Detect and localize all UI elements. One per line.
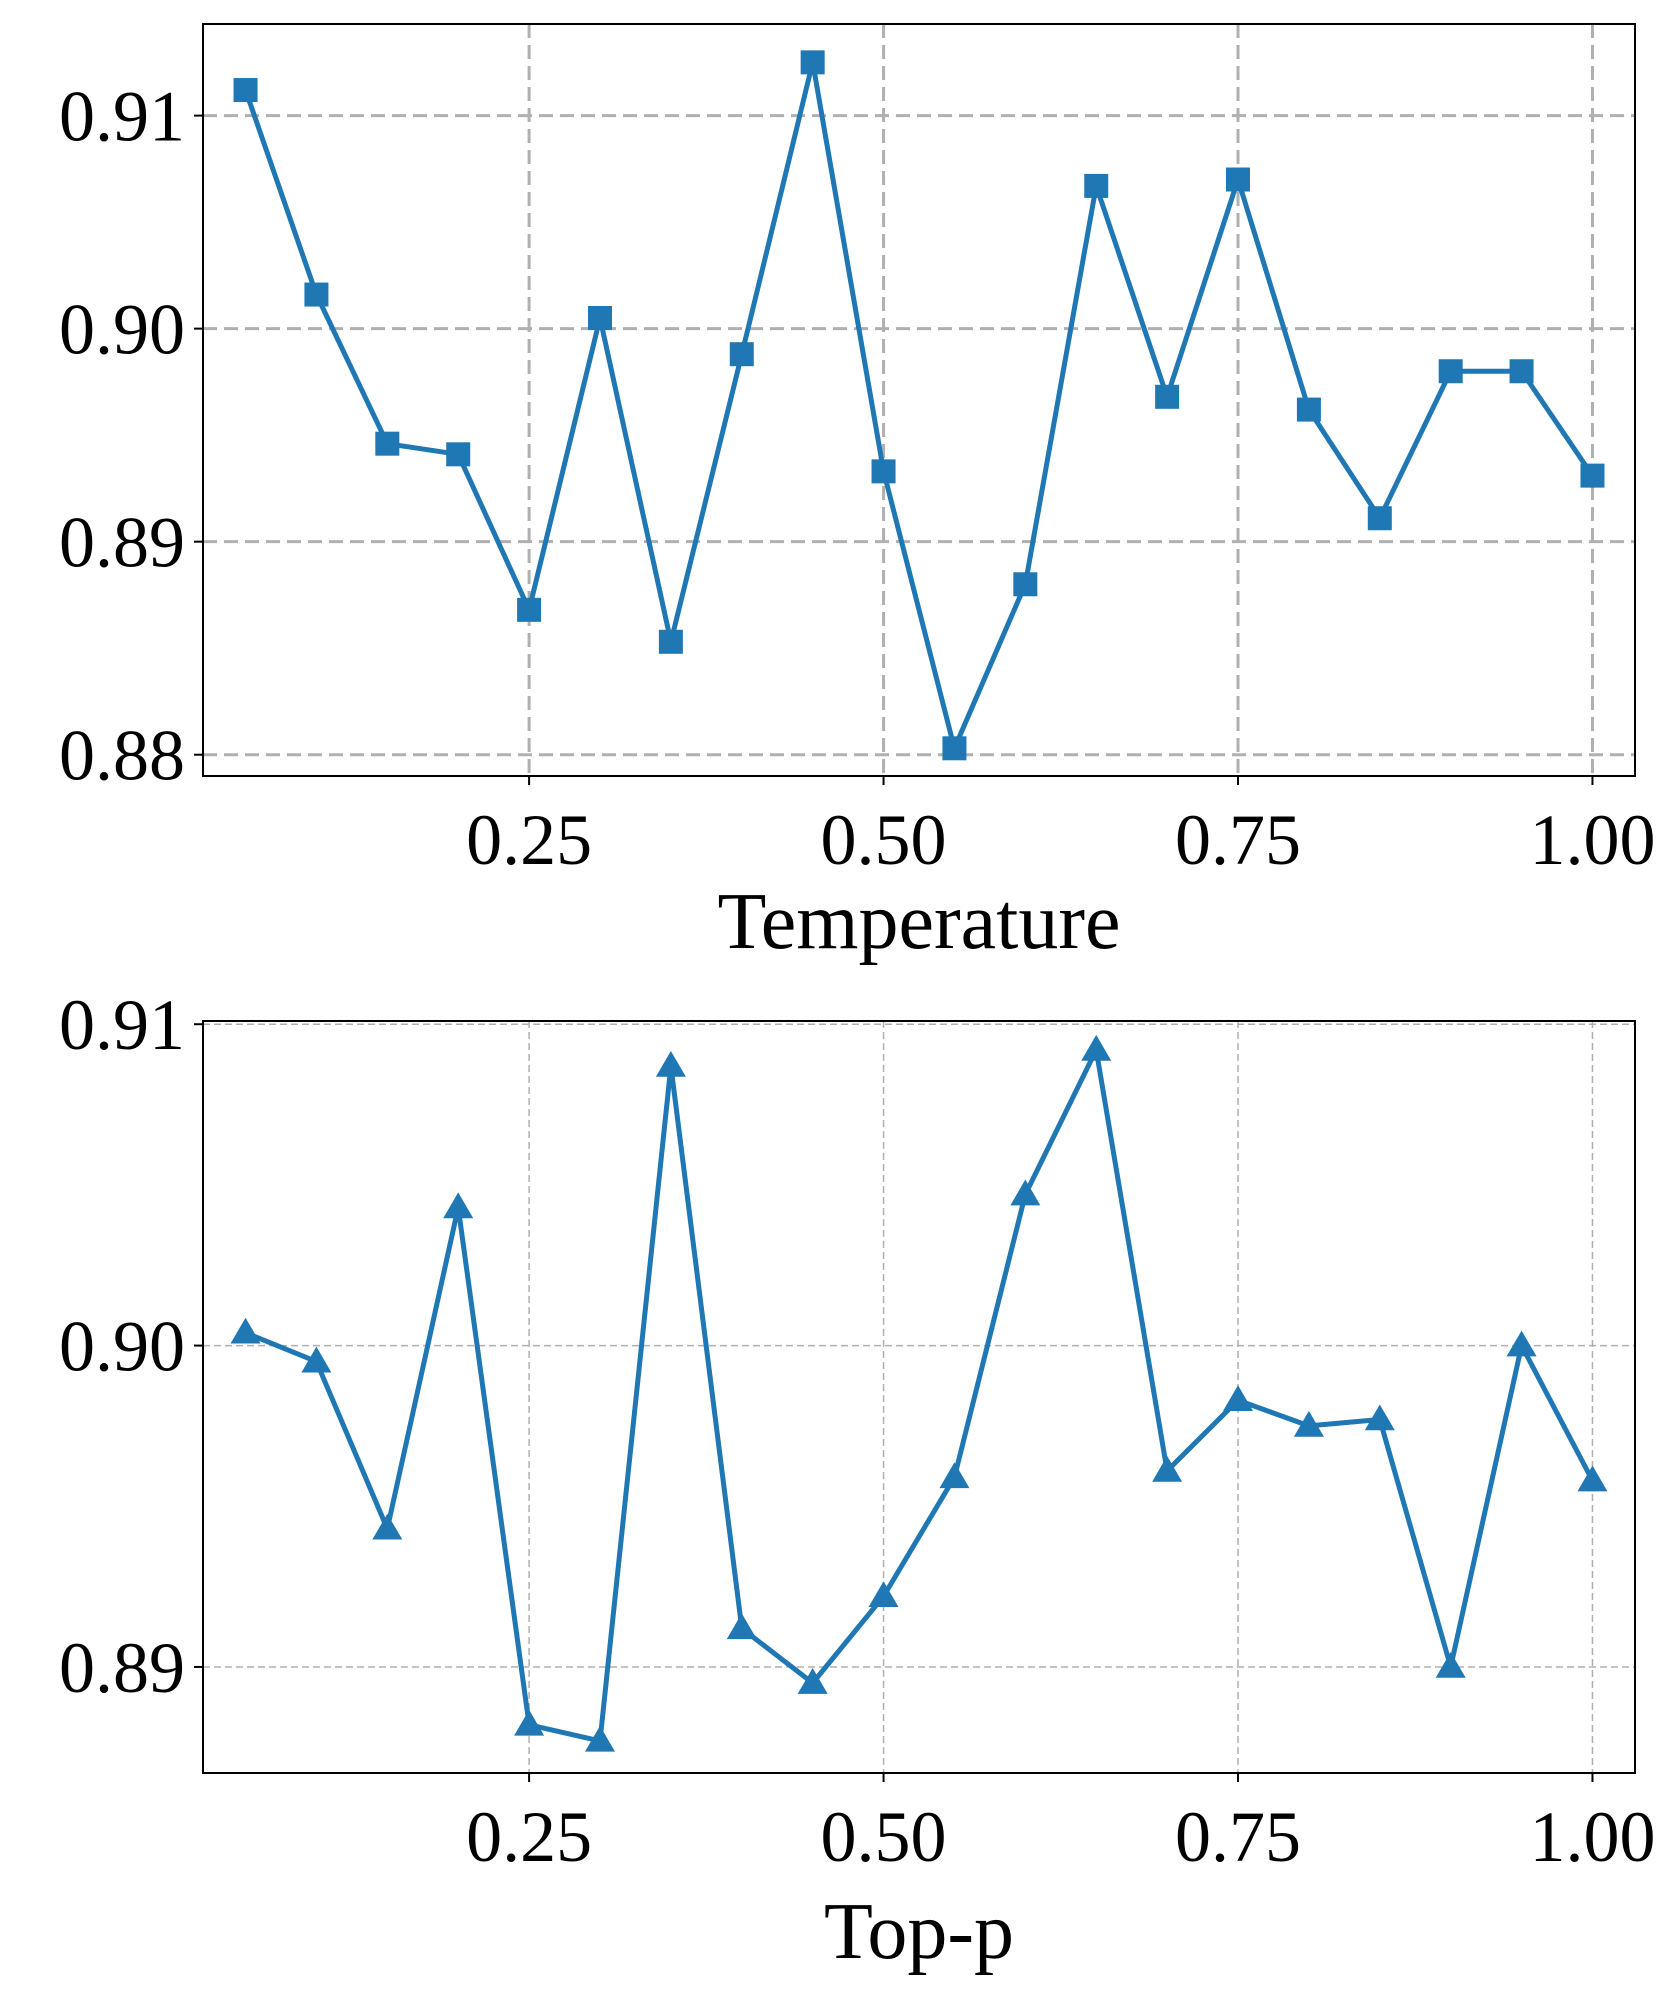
x-tick-label: 0.50	[821, 1797, 947, 1877]
data-point-triangle	[1364, 1404, 1395, 1431]
data-point-triangle	[1223, 1385, 1254, 1412]
data-point-square	[1438, 359, 1463, 384]
data-point-square	[658, 629, 683, 654]
x-tick-label: 0.50	[821, 800, 947, 880]
data-point-square	[729, 342, 754, 367]
y-ticks: 0.89 0.90 0.91	[59, 985, 203, 1708]
y-tick-label: 0.89	[59, 503, 185, 583]
data-point-triangle	[1081, 1034, 1112, 1061]
plot-frame	[202, 1020, 1636, 1774]
data-point-square	[942, 736, 967, 761]
data-point-triangle	[230, 1317, 261, 1344]
data-point-triangle	[797, 1668, 828, 1694]
data-point-square	[304, 282, 329, 307]
data-point-square	[1509, 359, 1534, 384]
data-point-square	[871, 459, 896, 484]
x-tick-label: 0.75	[1175, 1797, 1301, 1877]
x-ticks: 0.25 0.50 0.75 1.00	[466, 1773, 1655, 1877]
data-point-square	[587, 305, 612, 330]
data-point-triangle	[1506, 1330, 1537, 1357]
data-point-square	[1084, 173, 1109, 198]
chart-temperature: 0.25 0.50 0.75 1.00 0.88 0.89 0.90 0.91 Temper…	[59, 23, 1655, 966]
data-point-square	[1367, 506, 1392, 531]
y-tick-label: 0.88	[59, 716, 185, 796]
data-point-triangle	[301, 1346, 332, 1373]
data-point-square	[800, 50, 825, 75]
x-axis-label: Top-p	[824, 1888, 1014, 1976]
x-tick-label: 0.75	[1175, 800, 1301, 880]
data-point-square	[375, 431, 400, 456]
data-point-square	[1226, 167, 1251, 192]
plot-frame	[202, 23, 1636, 777]
grid-lines	[203, 24, 1635, 776]
y-tick-label: 0.90	[59, 1307, 185, 1387]
data-point-triangle	[372, 1513, 403, 1540]
data-point-square	[517, 597, 542, 622]
data-point-triangle	[1293, 1410, 1324, 1437]
data-point-triangle	[868, 1581, 899, 1608]
x-tick-label: 0.25	[466, 1797, 592, 1877]
data-point-triangle	[1152, 1455, 1183, 1482]
chart-top-p: 0.25 0.50 0.75 1.00 0.89 0.90 0.91 Top-p	[59, 985, 1655, 1976]
data-point-triangle	[655, 1050, 686, 1077]
data-point-square	[233, 78, 258, 103]
data-point-triangle	[939, 1462, 970, 1489]
y-tick-label: 0.89	[59, 1628, 185, 1708]
data-point-square	[1580, 463, 1605, 488]
x-tick-label: 1.00	[1529, 800, 1655, 880]
x-axis-label: Temperature	[717, 878, 1120, 966]
series-temperature	[233, 50, 1605, 761]
data-point-triangle	[1577, 1465, 1608, 1492]
data-point-triangle	[584, 1725, 615, 1752]
x-tick-label: 1.00	[1529, 1797, 1655, 1877]
data-point-triangle	[1435, 1651, 1466, 1678]
x-tick-label: 0.25	[466, 800, 592, 880]
y-tick-label: 0.91	[59, 985, 185, 1065]
series-top-p	[230, 1034, 1608, 1752]
data-point-square	[1296, 397, 1321, 422]
data-point-triangle	[1010, 1179, 1041, 1206]
data-point-triangle	[443, 1192, 474, 1219]
series-line	[244, 1047, 1595, 1744]
data-point-square	[1155, 384, 1180, 409]
y-ticks: 0.88 0.89 0.90 0.91	[59, 77, 203, 796]
data-point-triangle	[514, 1709, 545, 1736]
data-point-square	[1013, 572, 1038, 597]
y-tick-label: 0.91	[59, 77, 185, 157]
series-line	[243, 59, 1595, 751]
y-tick-label: 0.90	[59, 290, 185, 370]
data-point-square	[446, 442, 471, 467]
data-point-triangle	[726, 1613, 757, 1640]
x-ticks: 0.25 0.50 0.75 1.00	[466, 776, 1655, 880]
